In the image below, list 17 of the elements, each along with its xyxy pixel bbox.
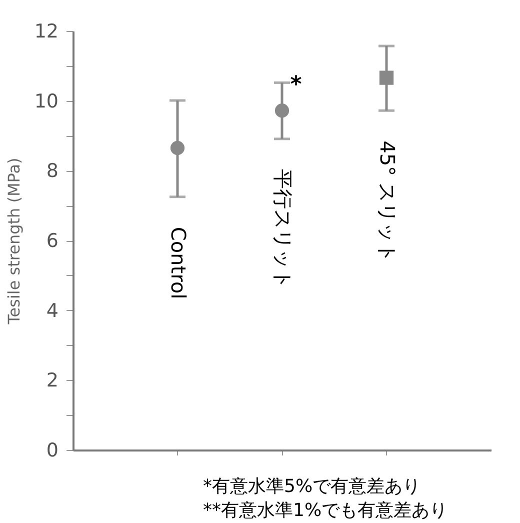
- point: [379, 70, 394, 85]
- annotation: *: [290, 72, 302, 98]
- point: [170, 140, 185, 156]
- y-tick-label: 6: [46, 230, 58, 252]
- y-tick-label: 12: [34, 20, 58, 42]
- x-tick-label: Control: [166, 226, 190, 300]
- y-tick-label: 10: [34, 90, 58, 112]
- text: **有意水準1%でも有意差あり: [203, 500, 448, 521]
- x-tick-label: 平行スリット: [271, 168, 295, 289]
- x-tick-label: 45° スリット: [376, 140, 400, 262]
- y-tick-label: 2: [46, 370, 58, 392]
- y-tick-label: 4: [46, 300, 58, 322]
- y-tick-label: 0: [46, 440, 58, 462]
- y-axis-title: Tesile strength (MPa): [4, 158, 24, 326]
- point: [274, 104, 290, 118]
- y-tick-label: 8: [46, 160, 58, 182]
- text: *有意水準5%で有意差あり: [203, 476, 421, 497]
